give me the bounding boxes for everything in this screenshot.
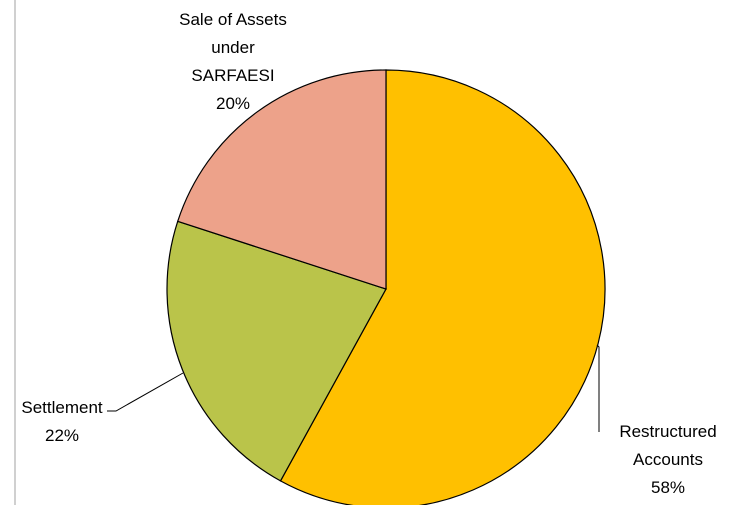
category-label: Restructured Accounts [619, 422, 717, 469]
slice-label: Settlement 22% [12, 394, 112, 450]
category-label: Sale of Assets under SARFAESI [179, 10, 287, 85]
pie-slice [279, 69, 606, 505]
slice-label: Restructured Accounts 58% [598, 418, 738, 502]
value-label: 20% [215, 94, 251, 113]
value-label: 22% [44, 426, 80, 445]
leader-line [107, 372, 184, 412]
value-label: 58% [650, 478, 686, 497]
leader-line [596, 344, 600, 432]
slice-label: Sale of Assets under SARFAESI 20% [173, 6, 293, 118]
pie-slice [176, 69, 387, 290]
pie-slice [166, 220, 387, 482]
category-label: Settlement [21, 398, 103, 417]
